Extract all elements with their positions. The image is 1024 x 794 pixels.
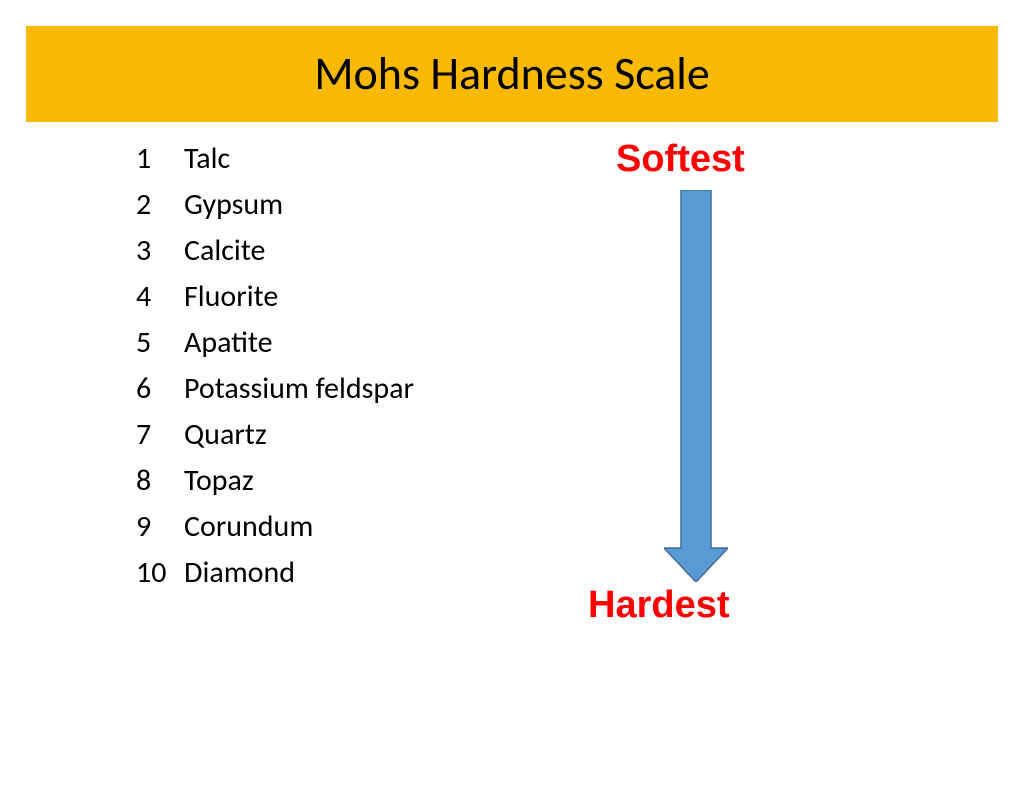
title-bar: Mohs Hardness Scale — [26, 26, 998, 122]
list-item: 5 Apatite — [136, 324, 466, 361]
list-number: 5 — [136, 324, 184, 361]
hardness-list: 1 Talc 2 Gypsum 3 Calcite 4 Fluorite 5 A… — [26, 140, 466, 600]
list-number: 7 — [136, 416, 184, 453]
list-mineral: Talc — [184, 140, 230, 177]
list-number: 8 — [136, 462, 184, 499]
list-mineral: Calcite — [184, 232, 265, 269]
list-item: 3 Calcite — [136, 232, 466, 269]
list-mineral: Topaz — [184, 462, 254, 499]
list-mineral: Fluorite — [184, 278, 278, 315]
list-number: 4 — [136, 278, 184, 315]
list-item: 2 Gypsum — [136, 186, 466, 223]
list-mineral: Potassium feldspar — [184, 370, 414, 407]
list-item: 4 Fluorite — [136, 278, 466, 315]
content-area: 1 Talc 2 Gypsum 3 Calcite 4 Fluorite 5 A… — [26, 140, 998, 600]
page-title: Mohs Hardness Scale — [314, 46, 710, 102]
list-mineral: Gypsum — [184, 186, 283, 223]
down-arrow-icon — [664, 190, 728, 582]
softest-label: Softest — [616, 138, 745, 181]
list-item: 10 Diamond — [136, 554, 466, 591]
list-number: 1 — [136, 140, 184, 177]
list-item: 9 Corundum — [136, 508, 466, 545]
list-number: 2 — [136, 186, 184, 223]
list-item: 1 Talc — [136, 140, 466, 177]
list-number: 3 — [136, 232, 184, 269]
list-mineral: Apatite — [184, 324, 273, 361]
list-item: 8 Topaz — [136, 462, 466, 499]
list-number: 10 — [136, 554, 184, 591]
list-mineral: Corundum — [184, 508, 313, 545]
arrow-column: Softest Hardest — [466, 140, 998, 600]
hardest-label: Hardest — [588, 584, 730, 627]
list-number: 6 — [136, 370, 184, 407]
list-item: 7 Quartz — [136, 416, 466, 453]
list-mineral: Diamond — [184, 554, 295, 591]
list-number: 9 — [136, 508, 184, 545]
list-mineral: Quartz — [184, 416, 267, 453]
list-item: 6 Potassium feldspar — [136, 370, 466, 407]
